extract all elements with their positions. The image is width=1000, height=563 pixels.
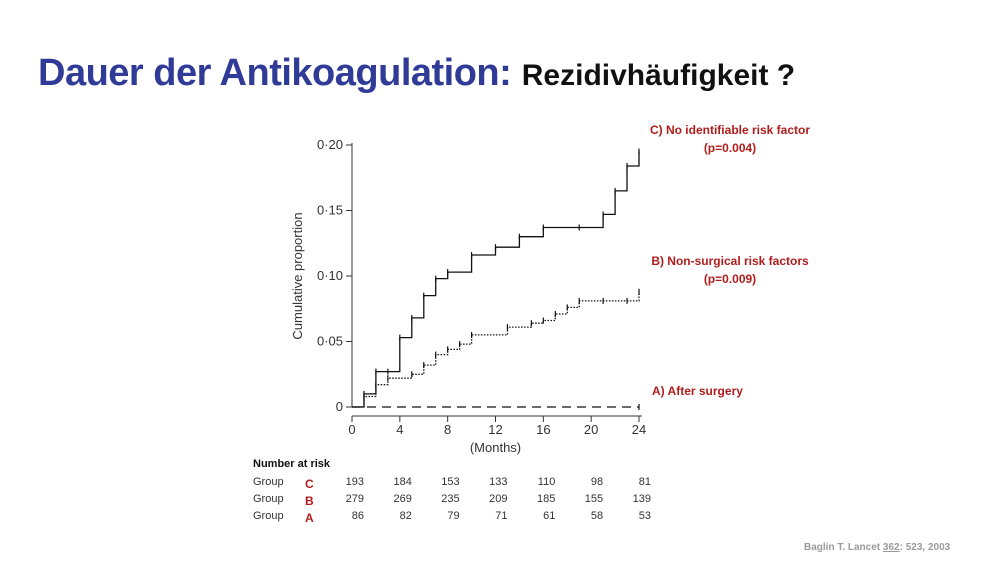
- annotation-group-b-pvalue: (p=0.009): [703, 272, 757, 286]
- risk-table-header: Number at risk: [253, 458, 331, 470]
- risk-table-row-label: Group: [253, 493, 284, 505]
- risk-table-cell: 185: [537, 493, 555, 505]
- x-tick-label: 16: [536, 422, 550, 437]
- slide-title-main: Dauer der Antikoagulation:: [38, 52, 512, 94]
- annotation-group-b: B) Non-surgical risk factors (p=0.009): [640, 252, 820, 288]
- risk-table-group-letter: A: [305, 511, 314, 525]
- risk-table-cell: 110: [538, 476, 556, 488]
- annotation-group-a-label: A) After surgery: [652, 384, 743, 398]
- risk-table-group-letter: C: [305, 477, 314, 491]
- risk-table-cell: 82: [400, 510, 412, 522]
- risk-table-cell: 79: [447, 510, 459, 522]
- risk-table-cell: 71: [495, 510, 507, 522]
- risk-table-cell: 61: [543, 510, 555, 522]
- y-axis-label: Cumulative proportion: [290, 212, 305, 339]
- risk-table-cell: 155: [585, 493, 603, 505]
- risk-table-group-letter: B: [305, 494, 314, 508]
- slide-title: Dauer der Antikoagulation: Rezidivhäufig…: [38, 52, 795, 95]
- risk-table-cell: 235: [441, 493, 459, 505]
- x-axis-label: (Months): [470, 440, 521, 455]
- risk-table-cell: 153: [441, 476, 459, 488]
- risk-table-row-label: Group: [253, 476, 284, 488]
- y-tick-label: 0: [336, 399, 343, 414]
- risk-table-cell: 184: [393, 476, 411, 488]
- risk-table-cell: 98: [591, 476, 603, 488]
- x-tick-label: 12: [488, 422, 502, 437]
- annotation-group-b-label: B) Non-surgical risk factors: [651, 254, 809, 268]
- risk-table-cell: 53: [639, 510, 651, 522]
- citation-pages: : 523, 2003: [899, 542, 951, 553]
- risk-table-cell: 193: [346, 476, 364, 488]
- annotation-group-c-label: C) No identifiable risk factor: [649, 123, 811, 137]
- risk-table-cell: 86: [352, 510, 364, 522]
- x-tick-label: 24: [632, 422, 646, 437]
- risk-table-cell: 58: [591, 510, 603, 522]
- risk-table-cell: 269: [393, 493, 411, 505]
- x-tick-label: 0: [348, 422, 355, 437]
- citation-volume: 362: [882, 542, 900, 553]
- series-b-curve: [352, 291, 640, 408]
- risk-table-cell: 279: [346, 493, 364, 505]
- y-tick-label: 0·20: [317, 137, 343, 152]
- annotation-group-c-pvalue: (p=0.004): [703, 141, 757, 155]
- risk-table-row-label: Group: [253, 510, 284, 522]
- citation-author: Baglin T. Lancet: [804, 542, 883, 553]
- annotation-group-c: C) No identifiable risk factor (p=0.004): [640, 121, 820, 157]
- citation: Baglin T. Lancet 362: 523, 2003: [804, 542, 950, 553]
- slide-title-sub: Rezidivhäufigkeit ?: [521, 59, 796, 92]
- x-tick-label: 20: [584, 422, 598, 437]
- series-c-curve: [352, 151, 640, 408]
- risk-table-cell: 209: [489, 493, 507, 505]
- risk-table-cell: 81: [639, 476, 651, 488]
- y-tick-label: 0·15: [317, 203, 343, 218]
- x-tick-label: 4: [396, 422, 403, 437]
- risk-table-cell: 139: [633, 493, 651, 505]
- x-tick-label: 8: [444, 422, 451, 437]
- y-tick-label: 0·05: [317, 334, 343, 349]
- y-tick-label: 0·10: [317, 268, 343, 283]
- annotation-group-a: A) After surgery: [652, 382, 743, 400]
- risk-table-cell: 133: [489, 476, 507, 488]
